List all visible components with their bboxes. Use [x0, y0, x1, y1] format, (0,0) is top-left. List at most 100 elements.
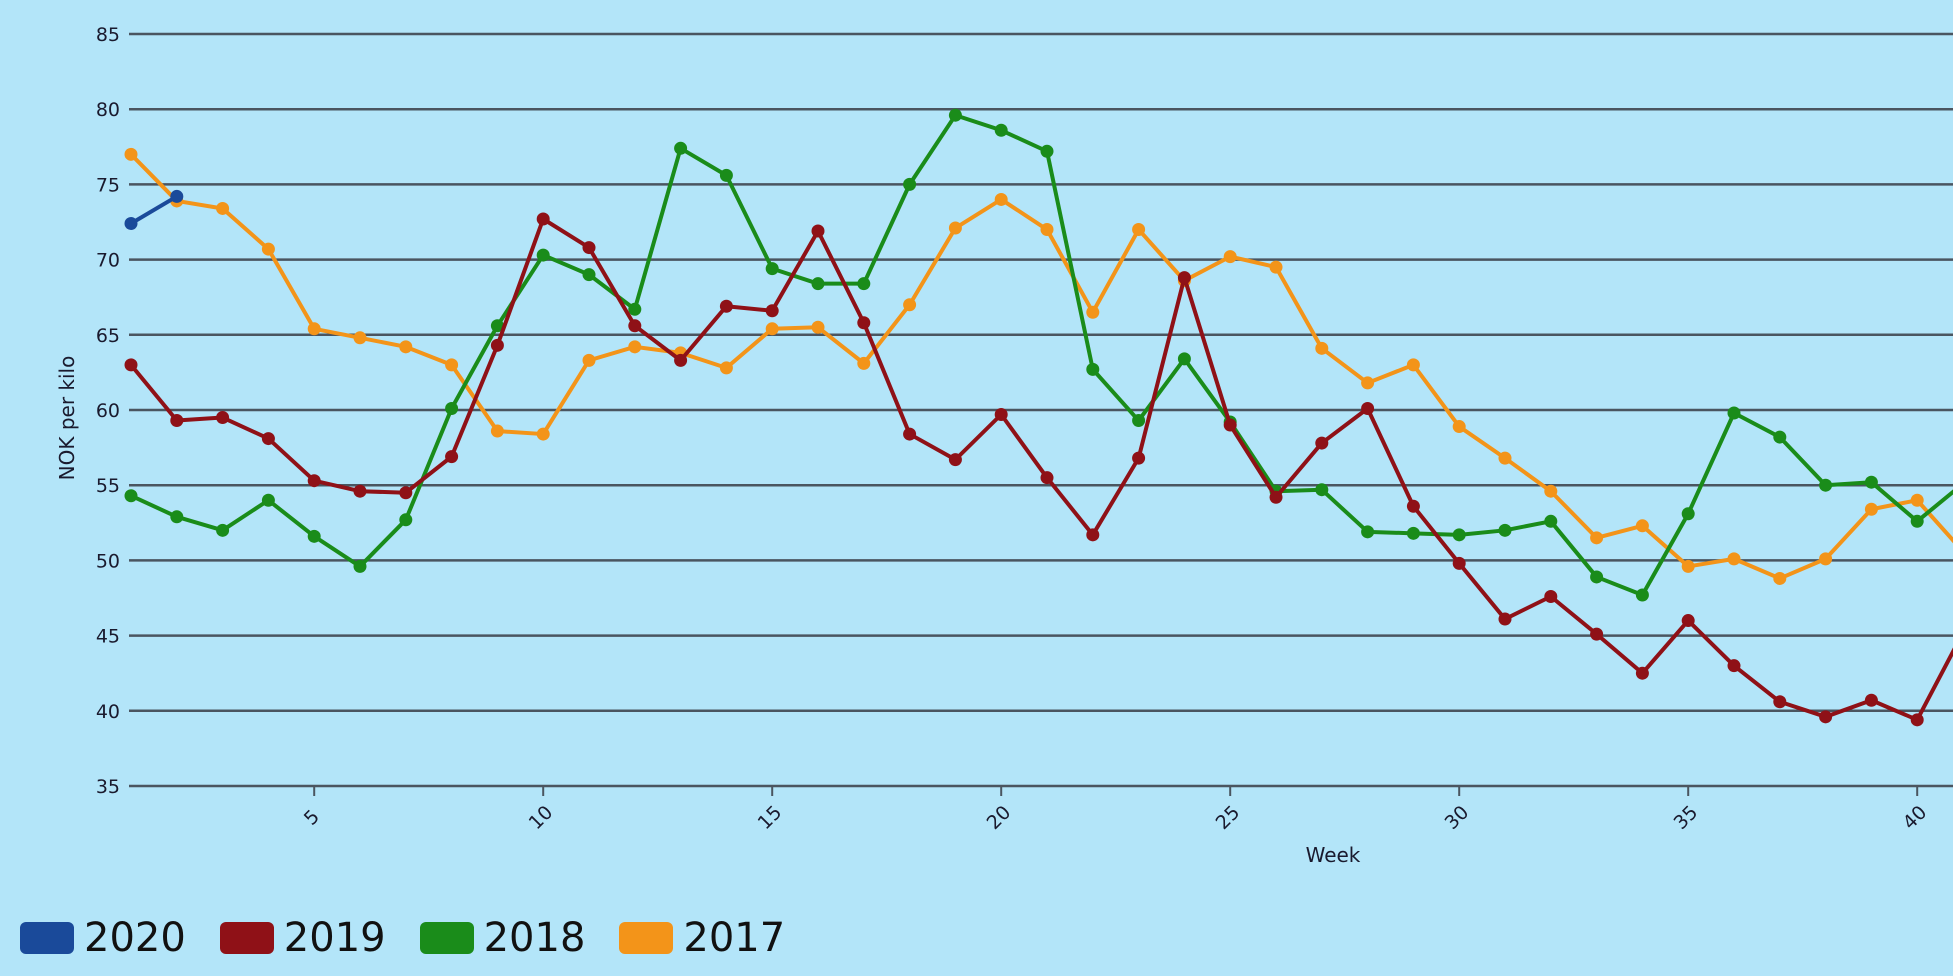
data-point[interactable]	[719, 299, 733, 313]
data-point[interactable]	[1864, 475, 1878, 489]
data-point[interactable]	[1223, 418, 1237, 432]
data-point[interactable]	[261, 242, 275, 256]
data-point[interactable]	[1315, 341, 1329, 355]
data-point[interactable]	[307, 529, 321, 543]
data-point[interactable]	[124, 147, 138, 161]
data-point[interactable]	[1544, 514, 1558, 528]
data-point[interactable]	[216, 523, 230, 537]
data-point[interactable]	[1086, 362, 1100, 376]
data-point[interactable]	[1727, 659, 1741, 673]
data-point[interactable]	[857, 356, 871, 370]
data-point[interactable]	[1361, 401, 1375, 415]
data-point[interactable]	[1177, 352, 1191, 366]
data-point[interactable]	[1361, 376, 1375, 390]
data-point[interactable]	[1406, 526, 1420, 540]
data-point[interactable]	[490, 319, 504, 333]
data-point[interactable]	[628, 319, 642, 333]
data-point[interactable]	[445, 450, 459, 464]
data-point[interactable]	[1132, 223, 1146, 237]
data-point[interactable]	[811, 277, 825, 291]
data-point[interactable]	[490, 338, 504, 352]
data-point[interactable]	[1315, 483, 1329, 497]
data-point[interactable]	[1727, 552, 1741, 566]
data-point[interactable]	[1223, 250, 1237, 264]
data-point[interactable]	[1452, 420, 1466, 434]
data-point[interactable]	[353, 331, 367, 345]
data-point[interactable]	[1590, 570, 1604, 584]
data-point[interactable]	[674, 353, 688, 367]
data-point[interactable]	[1544, 589, 1558, 603]
data-point[interactable]	[1269, 260, 1283, 274]
data-point[interactable]	[1315, 436, 1329, 450]
data-point[interactable]	[1773, 430, 1787, 444]
data-point[interactable]	[948, 108, 962, 122]
data-point[interactable]	[1910, 514, 1924, 528]
data-point[interactable]	[1819, 552, 1833, 566]
legend-item-2018[interactable]: 2018	[419, 918, 585, 958]
data-point[interactable]	[124, 217, 138, 231]
data-point[interactable]	[399, 513, 413, 527]
data-point[interactable]	[261, 493, 275, 507]
data-point[interactable]	[445, 401, 459, 415]
data-point[interactable]	[765, 262, 779, 276]
data-point[interactable]	[1040, 223, 1054, 237]
data-point[interactable]	[994, 408, 1008, 422]
data-point[interactable]	[307, 322, 321, 336]
data-point[interactable]	[124, 358, 138, 372]
data-point[interactable]	[1544, 484, 1558, 498]
data-point[interactable]	[216, 201, 230, 215]
data-point[interactable]	[1864, 693, 1878, 707]
data-point[interactable]	[399, 340, 413, 354]
data-point[interactable]	[1590, 531, 1604, 545]
data-point[interactable]	[1086, 305, 1100, 319]
data-point[interactable]	[811, 224, 825, 238]
data-point[interactable]	[1452, 556, 1466, 570]
data-point[interactable]	[903, 427, 917, 441]
data-point[interactable]	[1177, 271, 1191, 285]
legend-item-2017[interactable]: 2017	[619, 918, 785, 958]
data-point[interactable]	[1040, 471, 1054, 485]
data-point[interactable]	[765, 322, 779, 336]
data-point[interactable]	[674, 141, 688, 155]
data-point[interactable]	[1681, 559, 1695, 573]
data-point[interactable]	[994, 192, 1008, 206]
data-point[interactable]	[1498, 612, 1512, 626]
data-point[interactable]	[994, 123, 1008, 137]
data-point[interactable]	[1910, 493, 1924, 507]
data-point[interactable]	[1635, 519, 1649, 533]
data-point[interactable]	[1269, 490, 1283, 504]
legend-item-2019[interactable]: 2019	[219, 918, 386, 958]
data-point[interactable]	[903, 177, 917, 191]
data-point[interactable]	[1498, 451, 1512, 465]
data-point[interactable]	[719, 361, 733, 375]
data-point[interactable]	[1452, 528, 1466, 542]
data-point[interactable]	[1132, 414, 1146, 428]
data-point[interactable]	[857, 277, 871, 291]
data-point[interactable]	[170, 189, 184, 203]
data-point[interactable]	[719, 168, 733, 182]
data-point[interactable]	[1406, 358, 1420, 372]
data-point[interactable]	[903, 298, 917, 312]
data-point[interactable]	[1819, 710, 1833, 724]
data-point[interactable]	[1040, 144, 1054, 158]
data-point[interactable]	[307, 474, 321, 488]
data-point[interactable]	[1910, 713, 1924, 727]
data-point[interactable]	[1132, 451, 1146, 465]
data-point[interactable]	[1864, 502, 1878, 516]
data-point[interactable]	[170, 414, 184, 428]
data-point[interactable]	[1635, 666, 1649, 680]
data-point[interactable]	[948, 221, 962, 235]
data-point[interactable]	[399, 486, 413, 500]
data-point[interactable]	[582, 268, 596, 282]
data-point[interactable]	[445, 358, 459, 372]
data-point[interactable]	[216, 411, 230, 425]
data-point[interactable]	[1406, 499, 1420, 513]
data-point[interactable]	[170, 510, 184, 524]
data-point[interactable]	[628, 340, 642, 354]
data-point[interactable]	[1590, 627, 1604, 641]
data-point[interactable]	[1773, 571, 1787, 585]
data-point[interactable]	[1681, 507, 1695, 521]
data-point[interactable]	[857, 316, 871, 330]
data-point[interactable]	[1773, 695, 1787, 709]
data-point[interactable]	[261, 432, 275, 446]
